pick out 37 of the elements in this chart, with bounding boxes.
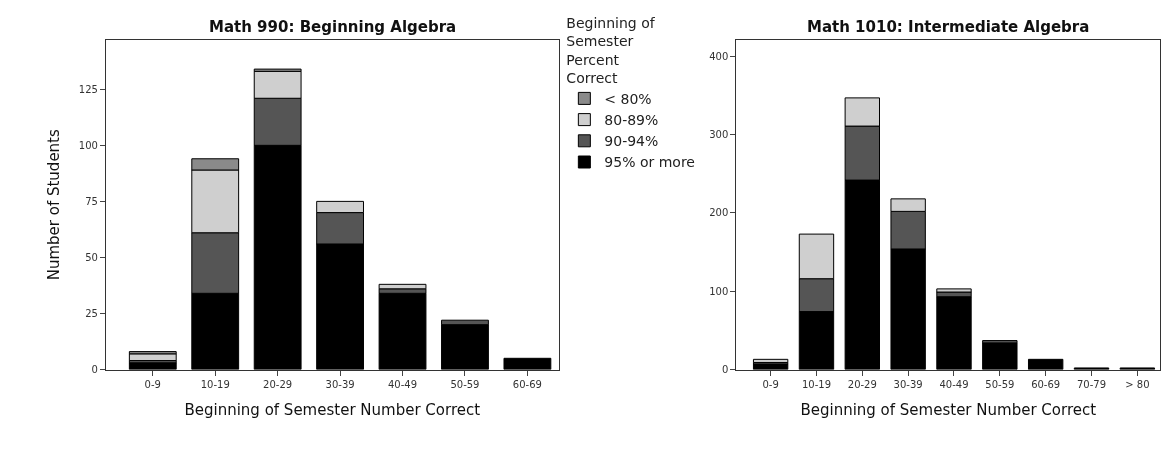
x-tick-label: 60-69 <box>512 378 542 390</box>
x-tick-label: > 80 <box>1125 378 1150 390</box>
chart-title: Math 1010: Intermediate Algebra <box>807 18 1090 36</box>
y-tick-label: 0 <box>91 364 98 376</box>
x-tick-label: 20-29 <box>263 378 293 390</box>
x-tick-label: 40-49 <box>939 378 969 390</box>
legend-title: Beginning of Semester Percent Correct <box>566 15 656 86</box>
y-tick-label: 100 <box>78 139 98 151</box>
x-tick-label: 0-9 <box>144 378 161 390</box>
y-axis-title: Number of Students <box>45 129 64 281</box>
x-tick-label: 30-39 <box>325 378 355 390</box>
x-tick-label: 60-69 <box>1031 378 1061 390</box>
legend-label: 90-94% <box>604 133 659 150</box>
y-tick-label: 400 <box>709 50 729 62</box>
x-axis-title: Beginning of Semester Number Correct <box>184 400 481 419</box>
x-tick-label: 70-79 <box>1076 378 1107 390</box>
x-axis-title: Beginning of Semester Number Correct <box>800 400 1097 419</box>
y-tick-label: 75 <box>85 195 98 207</box>
y-tick-label: 125 <box>78 83 98 95</box>
y-tick-label: 100 <box>709 285 729 297</box>
x-tick-label: 50-59 <box>985 378 1015 390</box>
y-tick-label: 25 <box>85 307 98 319</box>
legend-label: 80-89% <box>604 112 659 129</box>
x-tick-label: 40-49 <box>388 378 418 390</box>
x-tick-label: 0-9 <box>762 378 779 390</box>
y-tick-label: 200 <box>709 207 729 219</box>
x-tick-label: 10-19 <box>801 378 831 390</box>
chart-title: Math 990: Beginning Algebra <box>209 18 457 36</box>
x-tick-label: 50-59 <box>450 378 480 390</box>
legend-label: 95% or more <box>604 154 695 171</box>
x-tick-label: 20-29 <box>847 378 877 390</box>
x-tick-label: 30-39 <box>893 378 923 390</box>
y-tick-label: 300 <box>709 129 729 141</box>
legend-label: < 80% <box>604 90 652 107</box>
y-tick-label: 50 <box>85 251 98 263</box>
y-tick-label: 0 <box>721 364 729 376</box>
x-tick-label: 10-19 <box>200 378 230 390</box>
